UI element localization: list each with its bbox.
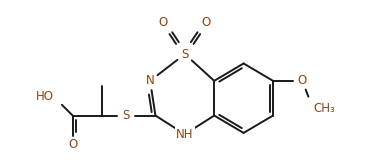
Text: O: O — [201, 16, 211, 29]
Text: HO: HO — [36, 90, 54, 103]
Text: S: S — [122, 109, 130, 122]
Text: O: O — [298, 74, 307, 87]
Text: CH₃: CH₃ — [313, 102, 335, 115]
Text: O: O — [68, 138, 77, 151]
Text: O: O — [159, 16, 168, 29]
Text: N: N — [146, 74, 155, 87]
Text: S: S — [181, 48, 189, 61]
Text: NH: NH — [176, 128, 193, 141]
